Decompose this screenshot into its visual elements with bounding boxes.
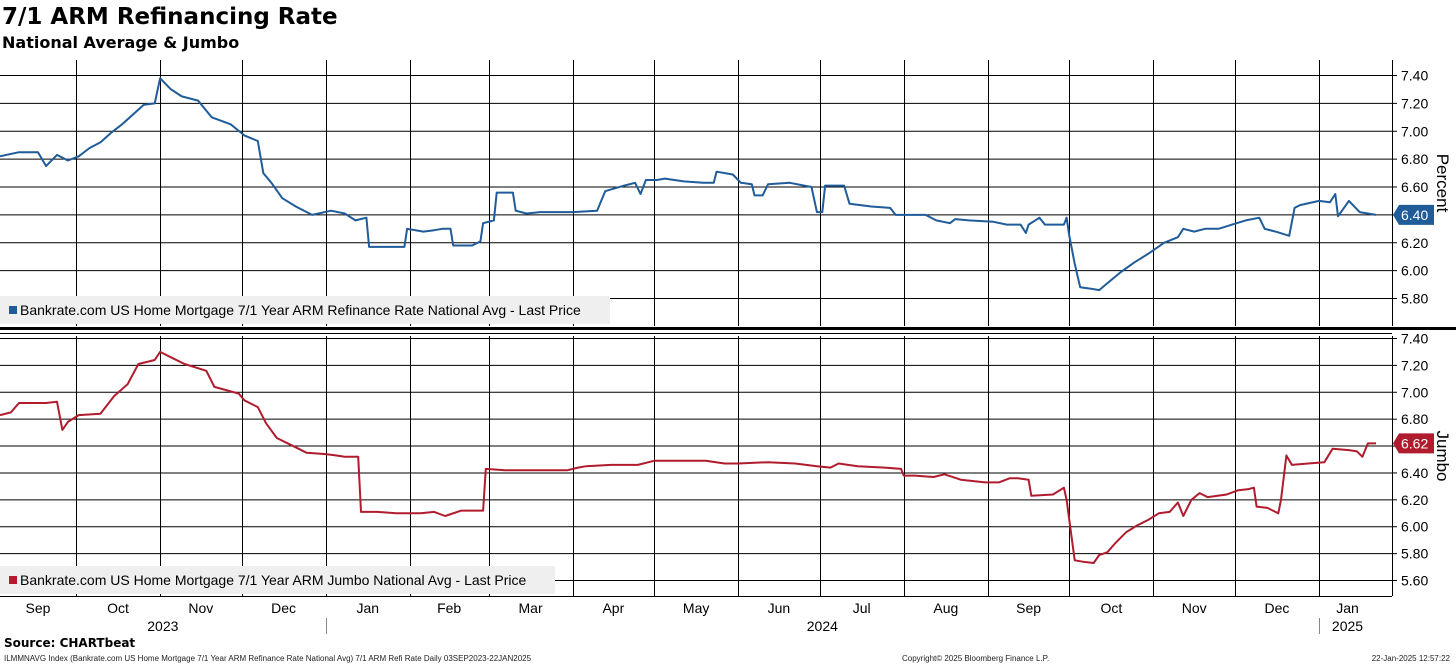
x-tick-label: Nov	[188, 600, 213, 616]
last-value-tag	[1393, 204, 1434, 225]
y-tick-label: 6.00	[1401, 263, 1428, 279]
y-tick-label: 5.80	[1401, 546, 1428, 562]
x-tick-label: Mar	[519, 600, 543, 616]
x-tick-label: Oct	[107, 600, 129, 616]
index-info: ILMMNAVG Index (Bankrate.com US Home Mor…	[4, 654, 532, 663]
jumbo-panel: 5.605.806.006.206.406.606.807.007.207.40…	[0, 331, 1452, 596]
y-axis-title: Percent	[1433, 154, 1452, 213]
last-value-tag	[1393, 433, 1434, 454]
legend-box	[0, 566, 555, 594]
source-note: Source: CHARTbeat	[4, 636, 136, 650]
y-tick-label: 6.40	[1401, 465, 1428, 481]
copyright: Copyright© 2025 Bloomberg Finance L.P.	[902, 654, 1050, 663]
y-tick-label: 7.40	[1401, 331, 1428, 347]
y-tick-label: 6.80	[1401, 151, 1428, 167]
chart-title: 7/1 ARM Refinancing Rate	[2, 4, 338, 30]
y-tick-label: 7.00	[1401, 384, 1428, 400]
x-tick-label: Oct	[1100, 600, 1122, 616]
last-value-label: 6.62	[1401, 435, 1428, 451]
x-tick-label: Jan	[1336, 600, 1359, 616]
legend-box	[0, 296, 610, 324]
y-tick-label: 6.60	[1401, 179, 1428, 195]
x-tick-label: Jan	[356, 600, 379, 616]
y-tick-label: 7.20	[1401, 95, 1428, 111]
legend-swatch	[9, 306, 17, 314]
x-tick-label: Dec	[271, 600, 296, 616]
x-tick-label: Dec	[1264, 600, 1289, 616]
chart-subtitle: National Average & Jumbo	[2, 33, 240, 52]
y-tick-label: 5.80	[1401, 291, 1428, 307]
y-tick-label: 6.20	[1401, 235, 1428, 251]
year-label: 2024	[807, 618, 838, 634]
x-tick-label: Sep	[1016, 600, 1041, 616]
x-tick-label: Feb	[437, 600, 461, 616]
x-tick-label: Apr	[602, 600, 624, 616]
y-tick-label: 6.80	[1401, 411, 1428, 427]
x-tick-label: May	[683, 600, 709, 616]
year-label: 2023	[147, 618, 178, 634]
timestamp: 22-Jan-2025 12:57:22	[1371, 654, 1450, 663]
national-panel: 5.80 6.00 6.20 6.40 6.60 6.80 7.00 7.20 7.40 Perc…	[0, 60, 1452, 326]
x-tick-label: Jul	[853, 600, 871, 616]
y-tick-label: 7.20	[1401, 357, 1428, 373]
x-tick-label: Sep	[26, 600, 51, 616]
legend-label: Bankrate.com US Home Mortgage 7/1 Year A…	[20, 302, 581, 318]
series-line	[0, 350, 1376, 564]
last-value-label: 6.40	[1401, 207, 1428, 223]
legend-label: Bankrate.com US Home Mortgage 7/1 Year A…	[20, 572, 527, 588]
y-tick-label: 7.40	[1401, 68, 1428, 84]
year-label: 2025	[1332, 618, 1363, 634]
y-tick-label: 7.00	[1401, 123, 1428, 139]
series-line	[0, 77, 1377, 292]
y-tick-label: 6.20	[1401, 492, 1428, 508]
x-tick-label: Nov	[1182, 600, 1207, 616]
y-tick-label: 6.00	[1401, 519, 1428, 535]
y-tick-label: 5.60	[1401, 573, 1428, 589]
legend-swatch	[9, 576, 17, 584]
x-tick-label: Aug	[933, 600, 958, 616]
x-tick-label: Jun	[768, 600, 791, 616]
y-axis-title: Jumbo	[1433, 430, 1452, 481]
